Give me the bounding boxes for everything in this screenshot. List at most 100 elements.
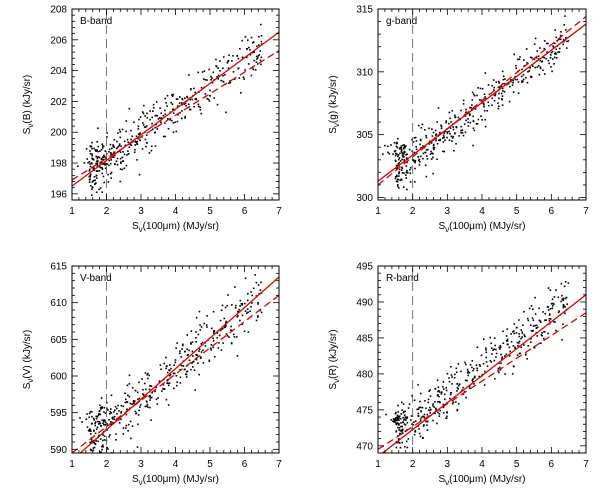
data-point xyxy=(228,336,230,338)
data-point xyxy=(91,157,93,160)
data-point xyxy=(476,94,478,97)
data-point xyxy=(397,422,400,425)
data-point xyxy=(256,63,259,65)
data-point xyxy=(426,413,429,416)
data-point xyxy=(526,357,528,360)
data-point xyxy=(251,302,253,304)
data-point xyxy=(105,421,107,424)
data-point xyxy=(205,324,208,326)
data-point xyxy=(90,463,92,465)
data-point xyxy=(254,69,257,71)
data-point xyxy=(101,172,103,175)
data-point xyxy=(394,419,397,422)
data-point xyxy=(109,408,112,410)
data-point xyxy=(198,310,201,313)
data-point xyxy=(137,423,139,426)
data-point xyxy=(247,63,250,65)
data-point xyxy=(162,383,165,386)
data-point xyxy=(151,145,153,148)
data-point xyxy=(226,62,229,64)
data-point xyxy=(567,282,570,284)
data-point xyxy=(427,398,430,401)
data-point xyxy=(154,126,156,129)
fit-line-solid xyxy=(381,294,586,453)
data-point xyxy=(100,451,103,453)
data-point xyxy=(390,144,392,146)
data-point xyxy=(116,407,118,410)
y-tick-label: 475 xyxy=(356,405,373,416)
data-point xyxy=(225,322,227,324)
data-point xyxy=(149,384,151,387)
data-point xyxy=(422,415,424,418)
data-point xyxy=(184,350,186,353)
data-point xyxy=(441,391,443,393)
data-point xyxy=(539,66,542,69)
data-point xyxy=(241,39,243,42)
x-tick-label: 5 xyxy=(514,459,520,470)
y-tick-label: 615 xyxy=(50,262,67,273)
data-point xyxy=(93,441,96,444)
band-label: R-band xyxy=(386,273,419,284)
data-point xyxy=(184,117,186,119)
data-point xyxy=(400,148,402,150)
data-point xyxy=(125,413,128,416)
panel-r-band: 1 2 3 4 5 6 7470475480485490495R-bandSν(100μm)… xyxy=(328,262,589,488)
data-point xyxy=(502,75,505,78)
data-point xyxy=(458,384,460,387)
data-point xyxy=(173,387,175,390)
data-point xyxy=(101,191,103,193)
data-point xyxy=(396,419,399,421)
data-point xyxy=(95,415,98,418)
data-point xyxy=(252,68,255,71)
data-point xyxy=(144,115,146,117)
data-point xyxy=(199,109,202,111)
data-point xyxy=(413,151,416,154)
data-point xyxy=(97,127,99,130)
data-point xyxy=(101,167,103,169)
data-point xyxy=(411,150,414,152)
data-point xyxy=(425,420,427,423)
data-point xyxy=(453,373,456,376)
data-point xyxy=(105,157,107,160)
data-point xyxy=(96,165,99,167)
data-point xyxy=(442,134,445,137)
data-point xyxy=(439,409,441,412)
data-point xyxy=(199,324,201,326)
data-point xyxy=(449,127,452,129)
data-point xyxy=(420,127,423,129)
data-point xyxy=(90,423,93,425)
data-point xyxy=(124,398,127,401)
data-point xyxy=(449,117,451,120)
data-point xyxy=(553,53,556,55)
data-point xyxy=(243,302,246,305)
data-point xyxy=(464,363,467,366)
data-point xyxy=(413,399,416,402)
data-point xyxy=(437,400,439,403)
data-point xyxy=(401,425,403,428)
data-point xyxy=(225,333,228,335)
data-point xyxy=(545,42,548,45)
data-point xyxy=(397,426,399,429)
data-point xyxy=(192,355,194,357)
data-point xyxy=(549,54,552,56)
data-point xyxy=(559,34,562,37)
data-point xyxy=(404,418,406,420)
data-point xyxy=(484,370,486,373)
data-point xyxy=(253,51,255,54)
data-point xyxy=(236,316,239,318)
data-point xyxy=(145,145,147,148)
data-point xyxy=(106,132,108,134)
data-point xyxy=(171,103,174,106)
data-point xyxy=(90,463,92,465)
data-point xyxy=(135,141,138,143)
data-point xyxy=(533,346,535,349)
data-point xyxy=(541,334,543,337)
data-point xyxy=(460,132,462,134)
data-point xyxy=(190,342,192,344)
data-point xyxy=(199,329,202,331)
data-point xyxy=(91,186,94,189)
data-point xyxy=(178,102,181,104)
data-point xyxy=(465,396,467,399)
data-point xyxy=(547,306,550,308)
